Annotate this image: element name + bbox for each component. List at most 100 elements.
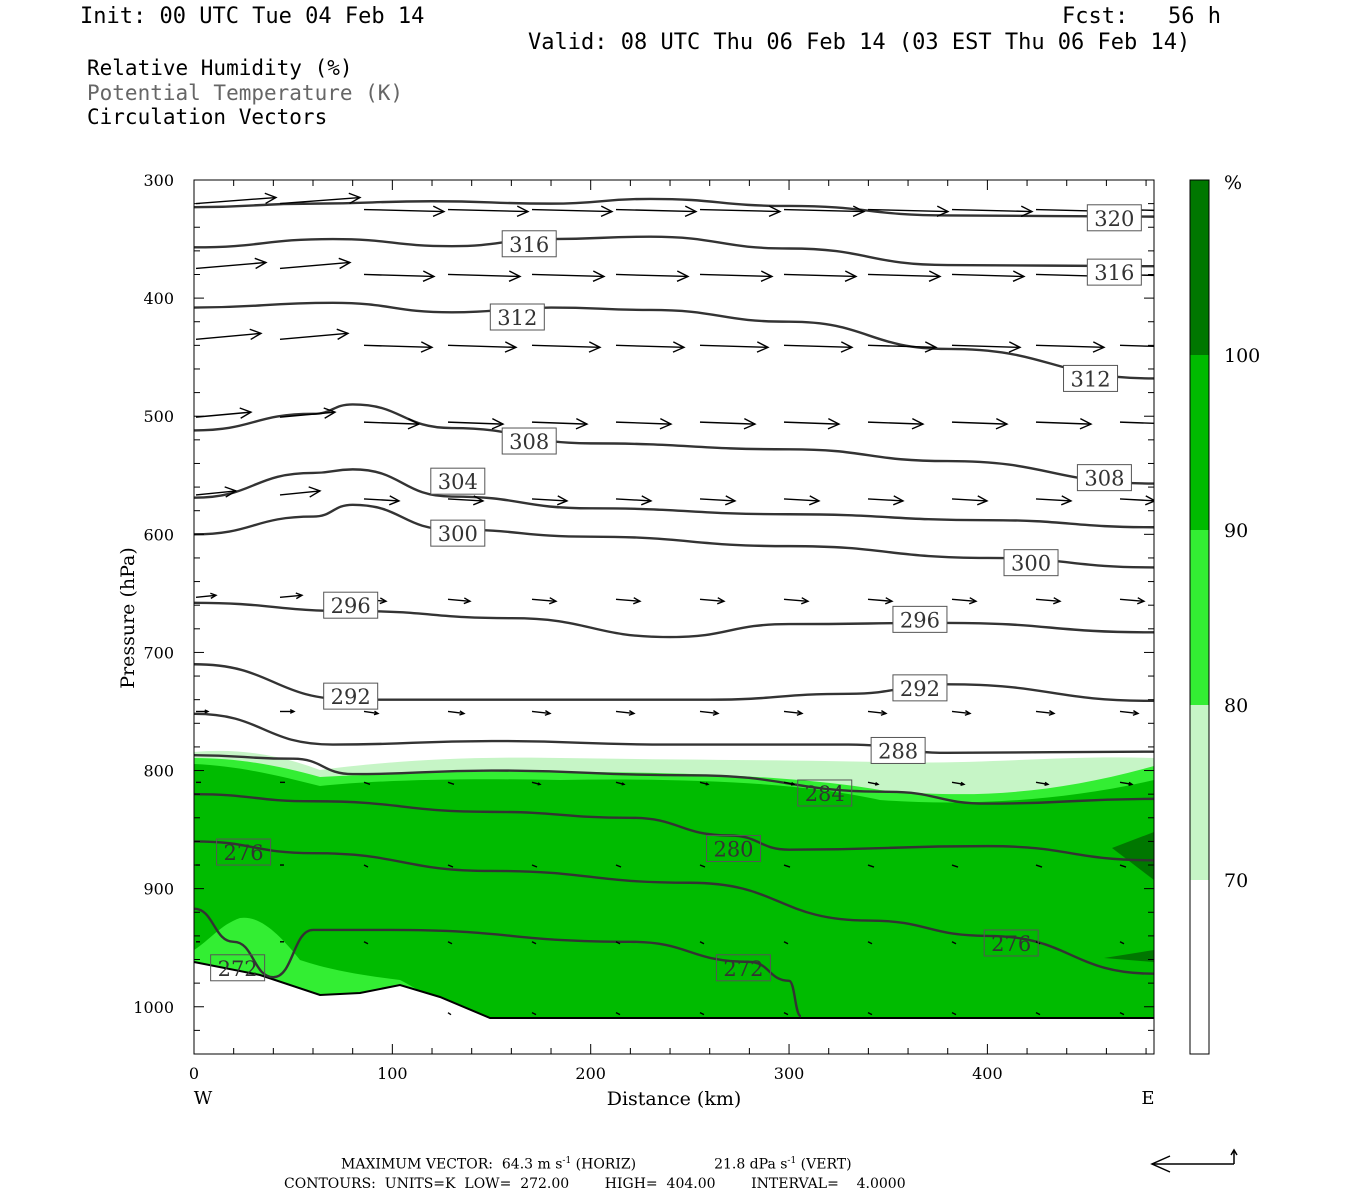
theta-contour-316 <box>194 235 1154 268</box>
vector-arrow <box>195 328 263 341</box>
y-tick-label: 400 <box>143 289 174 308</box>
contour-label-292: 292 <box>331 685 371 709</box>
vector-arrow <box>867 941 873 945</box>
max-vector-vert-exponent: -1 <box>787 1156 797 1166</box>
vector-arrow <box>867 597 894 605</box>
contour-label-box-292 <box>323 682 379 710</box>
theta-contours <box>194 197 1154 1018</box>
x-axis-label: Distance (km) <box>607 1088 742 1110</box>
vector-arrow <box>615 495 653 506</box>
x-tick-label: 300 <box>774 1064 805 1083</box>
legend-theta: Potential Temperature (K) <box>87 81 404 105</box>
x-end-label-west: W <box>194 1088 213 1109</box>
vector-arrow <box>447 1012 452 1016</box>
colorbar-swatch-100 <box>1190 180 1209 355</box>
contour-label-box-272 <box>210 954 266 982</box>
vector-arrow <box>1119 344 1154 348</box>
colorbar-swatch-80 <box>1190 530 1209 705</box>
vector-arrow <box>699 1012 705 1016</box>
vector-arrow <box>363 781 371 786</box>
vector-arrow <box>363 941 369 945</box>
contour-label-304: 304 <box>438 470 478 494</box>
vector-arrow <box>1035 781 1050 787</box>
vector-arrow <box>951 941 957 945</box>
y-tick-label: 1000 <box>133 998 174 1017</box>
vector-arrow <box>951 417 1009 430</box>
vector-arrow <box>1035 597 1062 605</box>
vector-arrow <box>363 341 434 353</box>
vector-arrow <box>1119 597 1146 605</box>
vector-arrow <box>699 710 720 716</box>
vector-arrow <box>699 341 770 353</box>
y-tick-label: 300 <box>143 171 174 190</box>
vector-arrow <box>699 781 710 786</box>
legend-vectors: Circulation Vectors <box>87 105 328 129</box>
rh-90-region <box>194 764 1154 1018</box>
colorbar-swatch-90 <box>1190 355 1209 530</box>
forecast-hour: Fcst: 56 h <box>1062 4 1221 29</box>
vector-arrow <box>531 417 589 430</box>
vector-arrow <box>699 270 774 282</box>
vector-arrow <box>783 1012 789 1016</box>
vector-arrow <box>279 407 337 419</box>
colorbar-level-80: 80 <box>1224 695 1248 717</box>
plot-frame <box>193 179 1155 1055</box>
theta-contour-312 <box>194 301 1154 380</box>
contour-label-288: 288 <box>878 739 918 763</box>
contour-label-272-b: 272 <box>723 957 763 981</box>
max-vector-text: MAXIMUM VECTOR: 64.3 m s-1 (HORIZ) 21.8 d… <box>341 1156 852 1173</box>
vector-arrow <box>363 205 446 218</box>
max-vector-exponent: -1 <box>562 1156 572 1166</box>
vector-arrow <box>531 341 602 353</box>
x-tick-label: 100 <box>377 1064 408 1083</box>
vector-arrow <box>280 709 296 714</box>
vector-arrow <box>867 1012 873 1016</box>
theta-contour-320 <box>194 197 1154 218</box>
rh-shading <box>194 750 1154 1054</box>
theta-contour-288 <box>194 712 1154 755</box>
max-vector-vert-value: 21.8 dPa s <box>714 1156 788 1173</box>
x-end-label-east: E <box>1141 1088 1154 1109</box>
contour-info-text: CONTOURS: UNITS=K LOW= 272.00 HIGH= 404.… <box>284 1176 906 1192</box>
vector-arrow <box>867 205 950 218</box>
vector-arrow <box>951 270 1026 282</box>
vector-arrow <box>615 341 686 353</box>
colorbar-level-90: 90 <box>1224 520 1248 542</box>
vector-arrow <box>447 710 466 716</box>
vector-arrow <box>531 941 537 945</box>
contour-label-272: 272 <box>218 957 258 981</box>
theta-contour-276 <box>194 840 1154 975</box>
vector-arrow <box>951 205 1034 218</box>
vector-arrow <box>1035 710 1056 716</box>
rh-100-region <box>1104 832 1154 962</box>
vector-arrow <box>363 710 380 716</box>
vector-arrow <box>447 417 505 430</box>
vector-arrow <box>699 941 705 945</box>
colorbar: % 100 90 80 70 <box>1189 172 1260 1055</box>
contour-label-312-b: 312 <box>1070 367 1110 391</box>
vector-arrow <box>531 270 606 282</box>
vector-arrow <box>867 864 875 868</box>
vector-arrow <box>867 270 942 282</box>
vector-arrow <box>951 781 966 787</box>
contour-label-box-320 <box>1086 204 1142 232</box>
vector-arrow <box>1035 417 1093 430</box>
vector-arrow <box>1119 864 1127 868</box>
valid-time: Valid: 08 UTC Thu 06 Feb 14 (03 EST Thu … <box>528 30 1191 55</box>
vector-arrow <box>447 781 455 786</box>
contour-label-box-276 <box>216 838 272 866</box>
vector-arrow <box>1119 495 1154 506</box>
vector-arrow <box>531 495 569 506</box>
vector-arrow <box>867 710 888 716</box>
contour-label-box-288 <box>870 736 926 764</box>
vector-arrow <box>447 597 472 605</box>
contour-label-308-b: 308 <box>1084 467 1124 491</box>
max-vector-horiz-value: MAXIMUM VECTOR: 64.3 m s <box>341 1156 563 1173</box>
vector-arrow <box>447 864 454 868</box>
contour-label-320: 320 <box>1094 207 1134 231</box>
vector-arrow <box>531 710 552 716</box>
vector-arrow <box>363 864 369 868</box>
theta-contour-272 <box>194 907 803 1018</box>
x-tick-label: 0 <box>189 1064 199 1083</box>
vector-arrow <box>1035 495 1073 506</box>
